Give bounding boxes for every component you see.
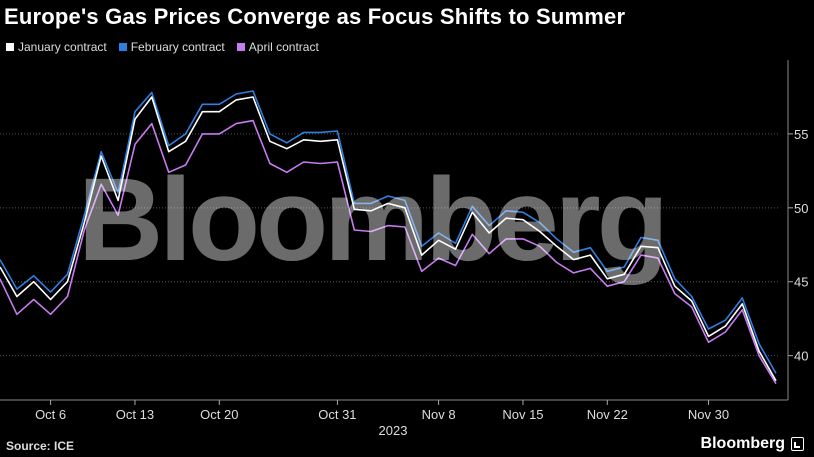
series-line-april — [0, 119, 777, 385]
series-line-february — [0, 90, 777, 374]
x-tick-label-4: Nov 8 — [422, 407, 456, 422]
bloomberg-terminal-icon — [791, 437, 804, 451]
x-tick-label-3: Oct 31 — [318, 407, 356, 422]
chart-title: Europe's Gas Prices Converge as Focus Sh… — [4, 4, 626, 29]
legend-label-february: February contract — [130, 40, 225, 54]
legend-swatch-april — [236, 43, 245, 51]
y-tick-label-45: 45 — [794, 275, 808, 290]
legend-swatch-january — [6, 43, 14, 51]
x-tick-label-7: Nov 30 — [688, 407, 729, 422]
x-axis-label: 2023 — [379, 423, 408, 438]
x-tick-label-2: Oct 20 — [200, 407, 238, 422]
x-tick-label-6: Nov 22 — [587, 407, 628, 422]
gridlines — [0, 133, 780, 357]
y-tick-label-55: 55 — [794, 127, 808, 142]
y-tick-label-40: 40 — [794, 349, 808, 364]
axes: 40 45 50 55 Oct 6 Oct 13 Oct 20 Oct 31 Nov 8 Nov … — [0, 60, 808, 438]
brand-logo: Bloomberg — [701, 435, 804, 453]
legend-swatch-february — [118, 43, 127, 51]
series-lines — [0, 90, 777, 385]
x-tick-label-1: Oct 13 — [116, 407, 154, 422]
x-tick-label-0: Oct 6 — [35, 407, 66, 422]
legend-item-april: April contract — [236, 40, 319, 54]
source-note: Source: ICE — [6, 439, 75, 453]
legend-item-february: February contract — [118, 40, 225, 54]
legend-label-january: January contract — [18, 40, 107, 54]
legend-item-january: January contract — [6, 40, 107, 54]
x-tick-label-5: Nov 15 — [502, 407, 543, 422]
series-line-january — [0, 96, 777, 382]
brand-name: Bloomberg — [700, 435, 785, 452]
legend: January contract February contract April… — [6, 40, 319, 54]
legend-label-april: April contract — [248, 40, 319, 54]
y-tick-label-50: 50 — [794, 201, 808, 216]
